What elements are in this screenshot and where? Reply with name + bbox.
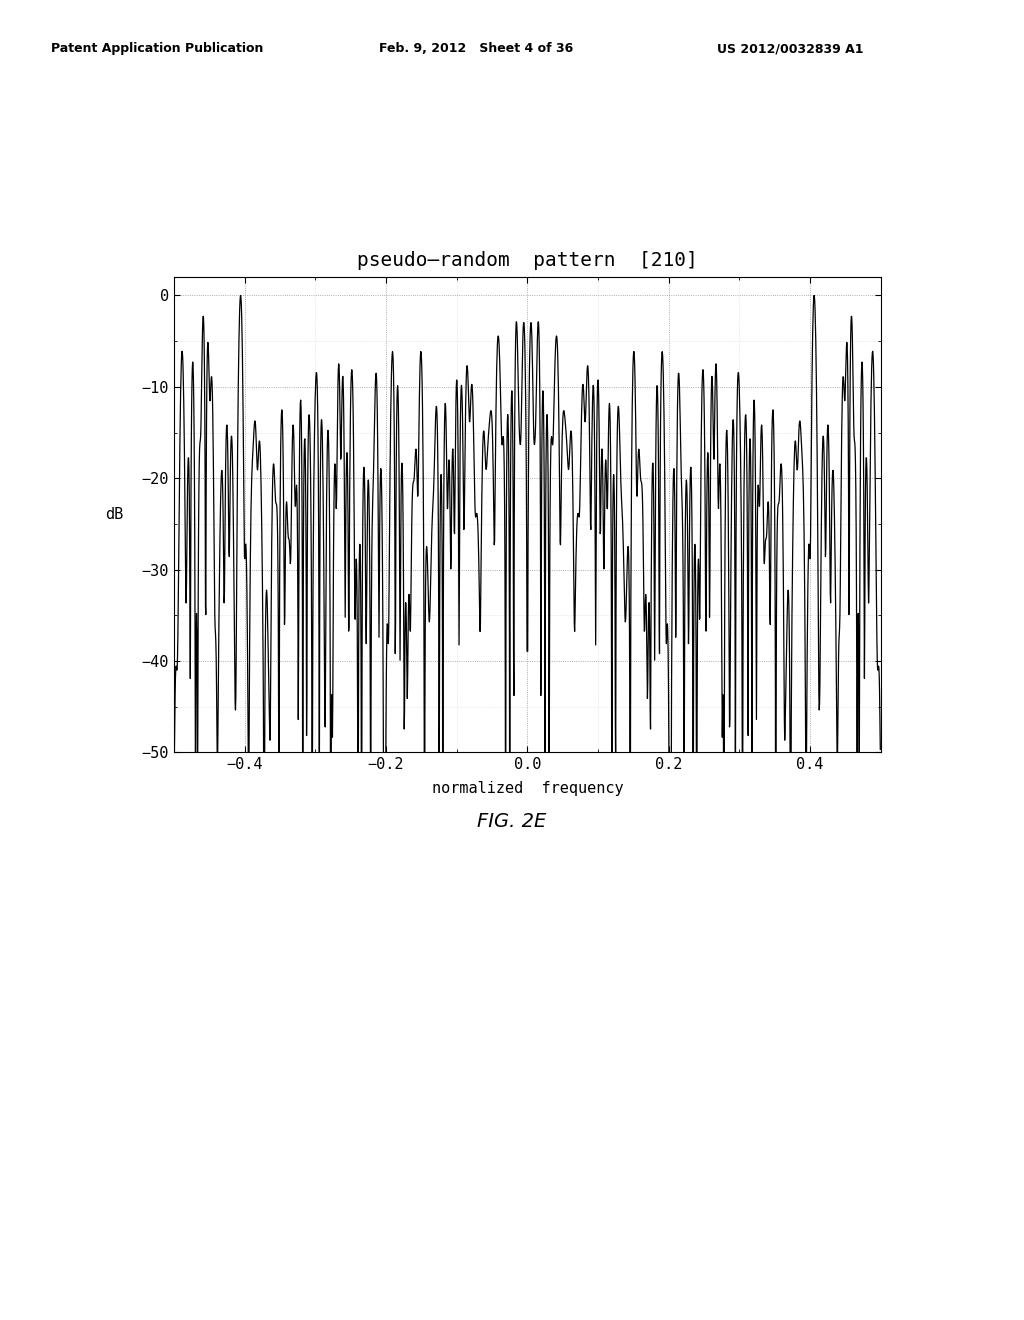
Title: pseudo–random  pattern  [210]: pseudo–random pattern [210] (357, 251, 697, 271)
Text: Feb. 9, 2012   Sheet 4 of 36: Feb. 9, 2012 Sheet 4 of 36 (379, 42, 573, 55)
Y-axis label: dB: dB (104, 507, 123, 523)
Text: FIG. 2E: FIG. 2E (477, 812, 547, 830)
Text: Patent Application Publication: Patent Application Publication (51, 42, 263, 55)
Text: US 2012/0032839 A1: US 2012/0032839 A1 (717, 42, 863, 55)
X-axis label: normalized  frequency: normalized frequency (431, 780, 624, 796)
